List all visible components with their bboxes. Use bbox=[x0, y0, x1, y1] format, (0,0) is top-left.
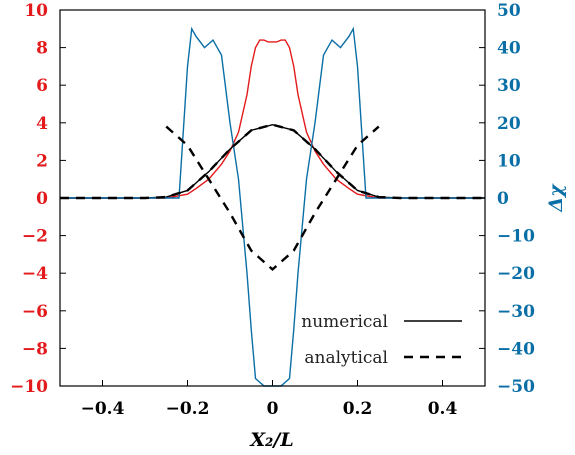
y-right-tick-label: 20 bbox=[497, 114, 521, 134]
plot-marks bbox=[60, 26, 485, 387]
series-line-3 bbox=[60, 26, 485, 387]
series-line-1 bbox=[60, 39, 485, 199]
x-tick-label: −0.4 bbox=[81, 399, 125, 419]
y-left-tick-label: −2 bbox=[22, 227, 48, 247]
y-right-tick-label: −40 bbox=[497, 339, 535, 359]
y-right-tick-label: 10 bbox=[497, 151, 521, 171]
y-right-tick-label: 0 bbox=[497, 189, 509, 209]
y-left-tick-label: 2 bbox=[36, 151, 48, 171]
legend-label-2: analytical bbox=[304, 348, 388, 368]
x-tick-label: 0.2 bbox=[343, 399, 373, 419]
right-axis-title: Δχ bbox=[545, 183, 567, 213]
x-axis-title: X₂/L bbox=[249, 429, 293, 451]
x-tick-label: 0.4 bbox=[428, 399, 458, 419]
y-right-tick-label: −20 bbox=[497, 264, 535, 284]
series-line-5 bbox=[60, 123, 485, 200]
y-left-tick-label: −8 bbox=[22, 339, 48, 359]
y-left-tick-label: 0 bbox=[36, 189, 48, 209]
y-left-tick-label: −6 bbox=[22, 302, 48, 322]
y-left-tick-label: 8 bbox=[36, 39, 48, 59]
y-right-tick-label: 40 bbox=[497, 39, 521, 59]
y-right-tick-label: −10 bbox=[497, 227, 535, 247]
y-right-tick-label: −50 bbox=[497, 377, 535, 397]
legend: numerical analytical bbox=[301, 312, 462, 368]
y-left-tick-label: 4 bbox=[36, 114, 48, 134]
y-left-tick-label: 6 bbox=[36, 76, 48, 96]
x-tick-label: −0.2 bbox=[166, 399, 210, 419]
y-right-tick-label: 50 bbox=[497, 1, 521, 21]
y-left-tick-label: 10 bbox=[24, 1, 48, 21]
axis-ticks: 1086420−2−4−6−8−1050403020100−10−20−30−4… bbox=[10, 1, 535, 419]
legend-label-1: numerical bbox=[301, 312, 388, 332]
y-right-tick-label: 30 bbox=[497, 76, 521, 96]
x-tick-label: 0 bbox=[267, 399, 279, 419]
series-line-4 bbox=[165, 125, 380, 272]
y-left-tick-label: −10 bbox=[10, 377, 48, 397]
y-right-tick-label: −30 bbox=[497, 302, 535, 322]
series-line-2 bbox=[60, 123, 485, 199]
y-left-tick-label: −4 bbox=[22, 264, 48, 284]
